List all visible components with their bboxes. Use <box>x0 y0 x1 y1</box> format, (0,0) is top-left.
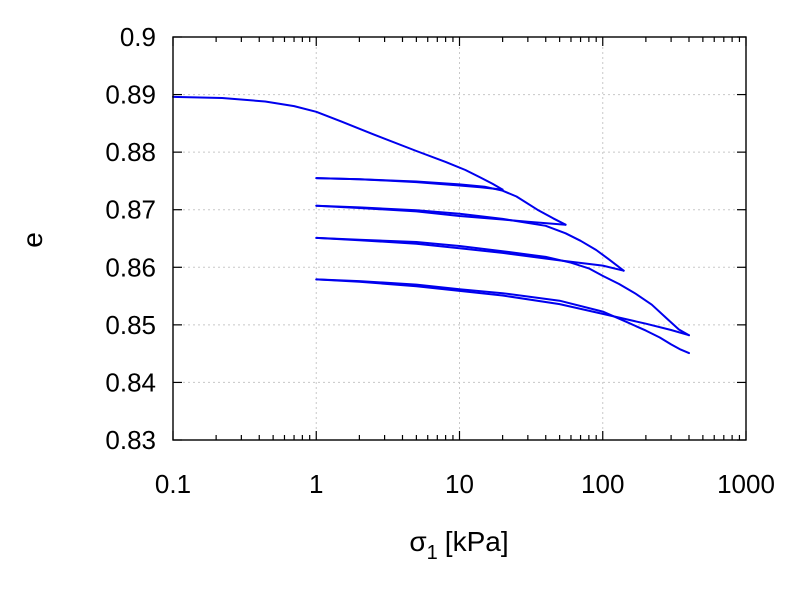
x-tick-label: 1000 <box>717 469 775 499</box>
y-tick-label: 0.83 <box>105 425 156 455</box>
x-axis-title: σ1 [kPa] <box>409 526 508 564</box>
series-line-1 <box>172 95 504 191</box>
x-tick-label: 0.1 <box>155 469 191 499</box>
series-line-8 <box>315 278 690 337</box>
series-line-3 <box>315 177 567 226</box>
series-line-9 <box>315 278 690 355</box>
series-line-2 <box>315 177 504 191</box>
y-tick-label: 0.84 <box>105 367 156 397</box>
y-tick-label: 0.88 <box>105 137 156 167</box>
x-axis-title-subscript: 1 <box>427 542 438 564</box>
grid-layer <box>173 37 746 440</box>
x-tick-label: 100 <box>581 469 624 499</box>
y-tick-label: 0.85 <box>105 310 156 340</box>
y-tick-label: 0.86 <box>105 252 156 282</box>
x-axis-title-unit: [kPa] <box>445 526 509 557</box>
series-line-5 <box>315 204 625 272</box>
y-axis-title: e <box>17 232 48 248</box>
series-line-4 <box>315 204 567 226</box>
series-layer <box>172 95 690 355</box>
x-tick-label: 10 <box>445 469 474 499</box>
x-axis-title-symbol: σ <box>409 526 426 557</box>
label-layer: 0.83 0.84 0.85 0.86 0.87 0.88 0.89 0.9 0.1 1 10 100… <box>105 22 775 499</box>
tick-layer <box>172 36 747 441</box>
series-line-7 <box>315 236 690 337</box>
y-tick-label: 0.87 <box>105 195 156 225</box>
y-tick-label: 0.89 <box>105 80 156 110</box>
x-tick-label: 1 <box>309 469 323 499</box>
y-tick-label: 0.9 <box>120 22 156 52</box>
